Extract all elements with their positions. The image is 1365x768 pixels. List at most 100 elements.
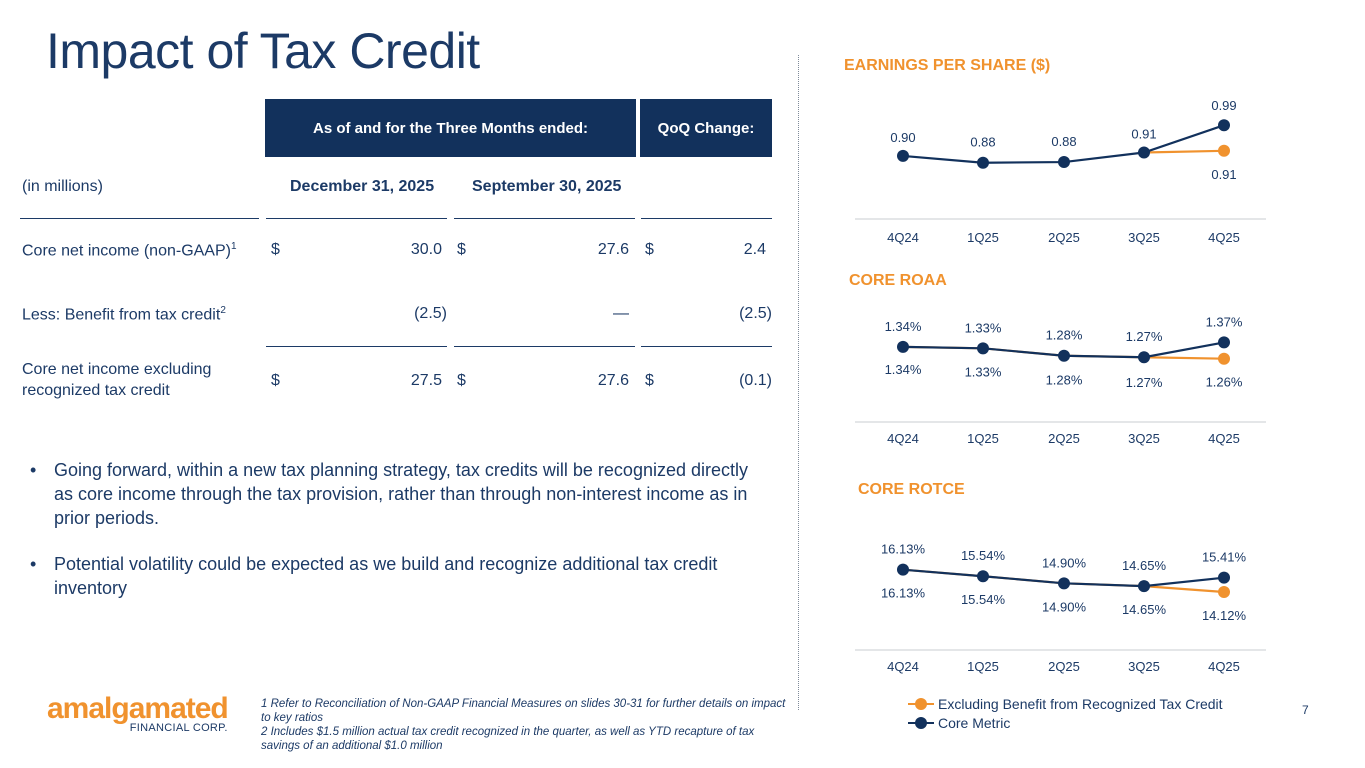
company-logo: amalgamated FINANCIAL CORP. [47, 694, 229, 735]
data-point [897, 149, 909, 162]
data-point [1218, 352, 1230, 365]
data-point [1138, 146, 1150, 159]
data-label: 1.34% [885, 319, 922, 334]
table-header-period: As of and for the Three Months ended: [265, 99, 636, 157]
logo-subtitle: FINANCIAL CORP. [129, 722, 228, 734]
rotce-chart: 4Q24 1Q25 2Q25 3Q25 4Q25 16.13% 15.54% 14.90% 14… [855, 542, 1266, 674]
bullet-text: Going forward, within a new tax planning… [54, 460, 749, 528]
row-label-core-net-income: Core net income (non-GAAP)1 [22, 241, 237, 260]
table-rule [266, 346, 447, 347]
data-label: 1.34% [885, 362, 922, 377]
data-label: 1.28% [1046, 373, 1083, 388]
x-tick-label: 4Q25 [1208, 431, 1240, 446]
data-point [1218, 571, 1230, 584]
data-label: 16.13% [881, 542, 926, 557]
data-label: 0.99 [1211, 98, 1236, 113]
row-label-text: Less: Benefit from tax credit [22, 306, 221, 324]
table-rule [641, 346, 772, 347]
eps-chart: 4Q24 1Q25 2Q25 3Q25 4Q25 0.91 0.90 0.88 0.88 0.91… [855, 98, 1266, 245]
column-header-sep: September 30, 2025 [472, 178, 622, 195]
x-tick-label: 2Q25 [1048, 659, 1080, 674]
data-label: 14.90% [1042, 555, 1087, 570]
currency-symbol: $ [271, 241, 280, 258]
footnote-ref: 1 [230, 241, 237, 252]
data-point [1218, 119, 1230, 132]
data-label: 0.90 [890, 130, 915, 145]
data-point [1138, 351, 1150, 364]
legend-item-excluding: Excluding Benefit from Recognized Tax Cr… [908, 694, 1223, 713]
data-label: 14.12% [1202, 608, 1247, 623]
value-dec: 30.0 [410, 241, 442, 258]
bullet-dot: • [30, 460, 37, 480]
page-number: 7 [1302, 703, 1309, 717]
row-label-line: Core net income excluding [22, 361, 212, 378]
table-rule [641, 218, 772, 219]
data-point [897, 563, 909, 576]
data-point [1058, 349, 1070, 362]
footnote-1: 1 Refer to Reconciliation of Non-GAAP Fi… [261, 698, 786, 724]
data-label: 1.26% [1206, 375, 1243, 390]
data-label: 14.90% [1042, 599, 1087, 614]
x-tick-label: 4Q24 [887, 230, 919, 245]
data-label: 14.65% [1122, 602, 1167, 617]
data-label: 0.91 [1211, 167, 1236, 182]
value-sep: 27.6 [597, 241, 629, 258]
legend-marker-orange [908, 697, 934, 710]
bullet-dot: • [30, 554, 37, 574]
data-label: 14.65% [1122, 558, 1167, 573]
data-point [977, 156, 989, 169]
currency-symbol: $ [457, 372, 466, 389]
legend-label: Core Metric [938, 714, 1011, 731]
data-label: 1.37% [1206, 314, 1243, 329]
x-tick-label: 1Q25 [967, 659, 999, 674]
x-tick-label: 4Q24 [887, 431, 919, 446]
chart-title-eps: EARNINGS PER SHARE ($) [844, 57, 1051, 74]
x-tick-label: 4Q24 [887, 659, 919, 674]
table-rule [454, 346, 635, 347]
x-tick-label: 3Q25 [1128, 230, 1160, 245]
row-label-line: recognized tax credit [22, 382, 170, 399]
roaa-chart: 4Q24 1Q25 2Q25 3Q25 4Q25 1.34% 1.33% 1.28% 1.27%… [855, 314, 1266, 446]
x-tick-label: 1Q25 [967, 431, 999, 446]
value-sep: 27.6 [597, 372, 629, 389]
data-label: 1.33% [965, 320, 1002, 335]
data-point [1058, 577, 1070, 590]
chart-title-roaa: CORE ROAA [849, 272, 947, 289]
series-line [1143, 149, 1225, 154]
data-label: 0.91 [1131, 127, 1156, 142]
table-rule [20, 218, 259, 219]
data-label: 1.28% [1046, 328, 1083, 343]
footnote-2: 2 Includes $1.5 million actual tax credi… [261, 726, 755, 752]
x-tick-label: 4Q25 [1208, 659, 1240, 674]
data-point [897, 340, 909, 353]
table-header-change-label: QoQ Change: [657, 119, 755, 137]
x-tick-label: 1Q25 [967, 230, 999, 245]
x-tick-label: 2Q25 [1048, 431, 1080, 446]
data-label: 1.27% [1126, 375, 1163, 390]
units-label: (in millions) [22, 178, 103, 195]
table-rule [266, 218, 447, 219]
table-rule [454, 218, 635, 219]
data-label: 1.27% [1126, 329, 1163, 344]
bullet-item: • Going forward, within a new tax planni… [30, 458, 760, 530]
data-point [1218, 336, 1230, 349]
value-dec: 27.5 [410, 372, 442, 389]
currency-symbol: $ [457, 241, 466, 258]
row-label-net-income-excluding: Core net income excluding recognized tax… [22, 359, 211, 401]
currency-symbol: $ [271, 372, 280, 389]
data-label: 15.41% [1202, 550, 1247, 565]
legend-label: Excluding Benefit from Recognized Tax Cr… [938, 695, 1223, 712]
table-header-period-label: As of and for the Three Months ended: [312, 119, 588, 137]
bullet-list: • Going forward, within a new tax planni… [30, 458, 760, 612]
bullet-text: Potential volatility could be expected a… [54, 554, 718, 598]
section-divider [798, 55, 799, 710]
page-title: Impact of Tax Credit [46, 23, 480, 79]
legend-item-core: Core Metric [908, 713, 1223, 732]
currency-symbol: $ [645, 241, 654, 258]
column-header-dec: December 31, 2025 [290, 178, 435, 195]
row-label-tax-credit: Less: Benefit from tax credit2 [22, 305, 226, 324]
bullet-item: • Potential volatility could be expected… [30, 552, 760, 600]
legend-marker-navy [908, 716, 934, 729]
value-dec: (2.5) [414, 305, 447, 322]
table-header-change: QoQ Change: [640, 99, 772, 157]
